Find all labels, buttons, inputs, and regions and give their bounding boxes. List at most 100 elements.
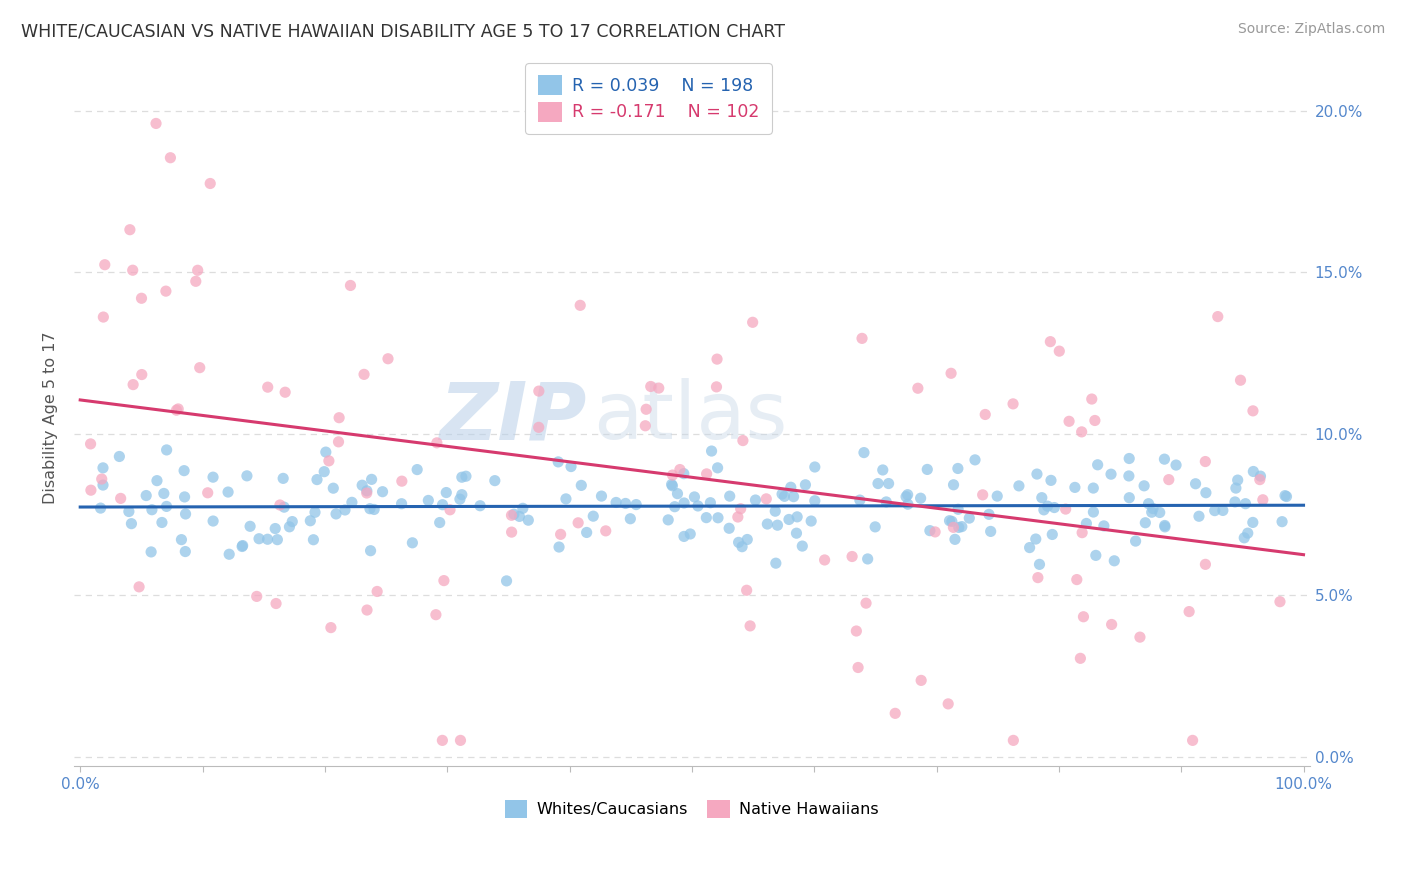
- Point: [450, 733, 472, 747]
- Point: [501, 525, 523, 540]
- Point: [727, 510, 749, 524]
- Point: [700, 444, 723, 458]
- Point: [501, 508, 523, 523]
- Point: [695, 510, 717, 524]
- Point: [432, 733, 454, 747]
- Point: [696, 467, 718, 481]
- Point: [792, 539, 814, 553]
- Point: [894, 490, 917, 504]
- Point: [503, 507, 526, 521]
- Point: [281, 515, 304, 529]
- Point: [167, 401, 190, 416]
- Point: [1133, 479, 1156, 493]
- Point: [377, 351, 399, 366]
- Point: [174, 507, 197, 521]
- Point: [794, 477, 817, 491]
- Point: [1066, 573, 1088, 587]
- Point: [707, 510, 730, 524]
- Point: [986, 489, 1008, 503]
- Point: [972, 488, 994, 502]
- Point: [548, 540, 571, 554]
- Point: [93, 310, 115, 324]
- Point: [173, 464, 195, 478]
- Point: [1194, 454, 1216, 468]
- Point: [569, 478, 592, 492]
- Point: [785, 526, 807, 541]
- Point: [159, 151, 181, 165]
- Point: [1223, 495, 1246, 509]
- Point: [432, 498, 454, 512]
- Point: [1194, 558, 1216, 572]
- Point: [170, 533, 193, 547]
- Point: [1206, 310, 1229, 324]
- Point: [433, 574, 456, 588]
- Point: [1047, 344, 1070, 359]
- Point: [118, 223, 141, 237]
- Point: [851, 331, 873, 345]
- Point: [938, 514, 960, 528]
- Point: [302, 533, 325, 547]
- Point: [304, 505, 326, 519]
- Point: [918, 524, 941, 538]
- Point: [156, 442, 179, 457]
- Point: [1129, 630, 1152, 644]
- Point: [560, 459, 582, 474]
- Point: [1118, 451, 1140, 466]
- Point: [664, 500, 686, 514]
- Point: [741, 315, 763, 329]
- Point: [648, 381, 671, 395]
- Point: [1249, 469, 1271, 483]
- Point: [90, 501, 112, 516]
- Point: [582, 509, 605, 524]
- Point: [94, 258, 117, 272]
- Point: [605, 495, 627, 509]
- Point: [782, 490, 804, 504]
- Point: [718, 489, 741, 503]
- Point: [266, 533, 288, 547]
- Legend: Whites/Caucasians, Native Hawaiians: Whites/Caucasians, Native Hawaiians: [499, 793, 886, 824]
- Point: [426, 435, 449, 450]
- Point: [786, 509, 808, 524]
- Point: [1101, 617, 1123, 632]
- Text: ZIP: ZIP: [440, 378, 586, 457]
- Point: [322, 481, 344, 495]
- Point: [866, 476, 889, 491]
- Point: [1229, 373, 1251, 387]
- Point: [1039, 334, 1062, 349]
- Point: [910, 491, 932, 506]
- Point: [779, 480, 801, 494]
- Point: [619, 512, 641, 526]
- Point: [1118, 469, 1140, 483]
- Point: [1125, 534, 1147, 549]
- Point: [939, 366, 962, 380]
- Point: [256, 380, 278, 394]
- Point: [770, 487, 793, 501]
- Point: [744, 493, 766, 508]
- Point: [128, 580, 150, 594]
- Point: [278, 520, 301, 534]
- Point: [849, 493, 872, 508]
- Point: [672, 529, 695, 543]
- Point: [800, 514, 823, 528]
- Point: [941, 515, 963, 529]
- Point: [146, 474, 169, 488]
- Point: [756, 516, 779, 531]
- Point: [567, 516, 589, 530]
- Point: [1137, 497, 1160, 511]
- Y-axis label: Disability Age 5 to 17: Disability Age 5 to 17: [44, 331, 58, 504]
- Point: [359, 501, 381, 516]
- Point: [569, 298, 592, 312]
- Point: [1073, 609, 1095, 624]
- Point: [434, 485, 457, 500]
- Point: [353, 368, 375, 382]
- Point: [575, 525, 598, 540]
- Point: [108, 450, 131, 464]
- Point: [1069, 651, 1091, 665]
- Point: [683, 490, 706, 504]
- Point: [187, 263, 209, 277]
- Point: [1040, 527, 1063, 541]
- Point: [391, 474, 413, 488]
- Point: [1002, 733, 1025, 747]
- Point: [1083, 505, 1105, 519]
- Point: [173, 490, 195, 504]
